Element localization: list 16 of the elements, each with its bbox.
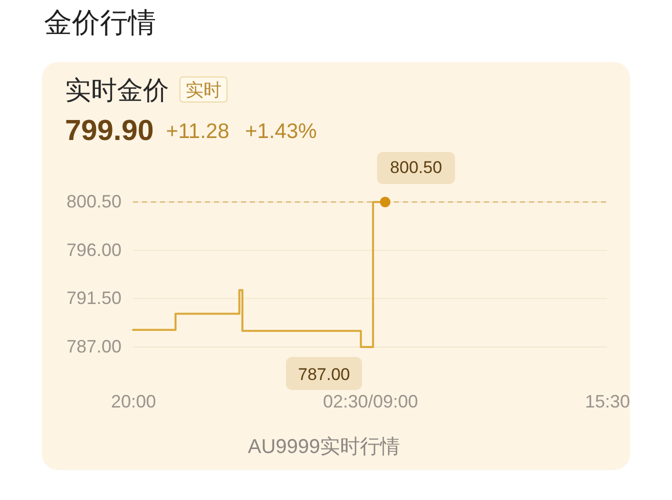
chart-title: 金价行情 — [44, 7, 156, 38]
y-tick-label: 796.00 — [66, 240, 122, 260]
text: +1.43% — [245, 120, 317, 143]
text: +11.28 — [166, 120, 230, 143]
y-tick-label: 800.50 — [66, 192, 122, 212]
text: AU9999实时行情 — [248, 436, 400, 458]
annotation: 800.50 — [390, 158, 442, 177]
y-tick-label: 791.50 — [66, 288, 122, 308]
text: 实时 — [186, 80, 222, 100]
chart-subtitle: 实时金价 — [65, 75, 169, 105]
x-tick-label: 20:00 — [110, 392, 156, 412]
x-tick-label: 15:30 — [584, 392, 630, 412]
text: 799.90 — [65, 115, 154, 147]
x-tick-label: 02:30/09:00 — [322, 392, 418, 412]
text: 787.00 — [298, 365, 350, 384]
y-tick-label: 787.00 — [66, 336, 122, 356]
